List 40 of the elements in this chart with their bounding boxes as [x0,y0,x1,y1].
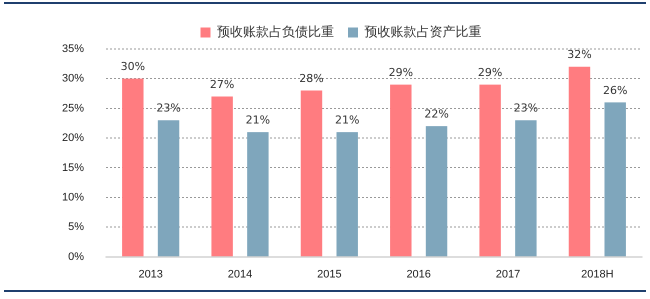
y-tick-label: 5% [68,221,84,234]
bar [122,78,144,256]
data-label: 30% [120,60,146,74]
data-label: 21% [246,113,270,126]
data-label: 21% [334,113,360,126]
data-label: 26% [602,84,628,97]
y-tick-label: 20% [62,132,84,144]
y-tick-label: 15% [62,162,84,174]
x-tick-label: 2018H [581,268,614,280]
data-label: 23% [156,102,181,115]
bar [604,102,626,256]
bar [300,90,322,256]
legend-label: 预收账款占负债比重 [217,24,334,40]
bar [247,132,269,256]
bar [426,126,448,256]
x-tick-label: 2014 [228,268,252,280]
x-tick-label: 2016 [406,268,431,280]
bar [568,66,590,256]
bar [390,84,412,256]
bar [336,132,358,256]
data-label: 27% [210,78,234,91]
data-label: 28% [299,72,324,85]
data-label: 29% [388,66,414,79]
x-tick-label: 2013 [138,268,163,280]
bar [479,84,501,256]
data-label: 22% [424,108,449,121]
legend-label: 预收账款占资产比重 [364,24,482,40]
data-label: 23% [514,102,538,115]
bar [211,96,233,256]
bar [515,120,537,256]
y-tick-label: 25% [62,102,84,114]
y-tick-label: 0% [68,250,84,263]
y-tick-label: 30% [62,72,84,85]
y-tick-label: 35% [62,43,84,56]
data-label: 29% [478,66,502,79]
x-tick-label: 2015 [317,268,342,280]
y-tick-label: 10% [62,191,84,204]
x-tick-label: 2017 [496,268,520,280]
data-label: 32% [567,48,592,62]
bar [158,120,180,256]
